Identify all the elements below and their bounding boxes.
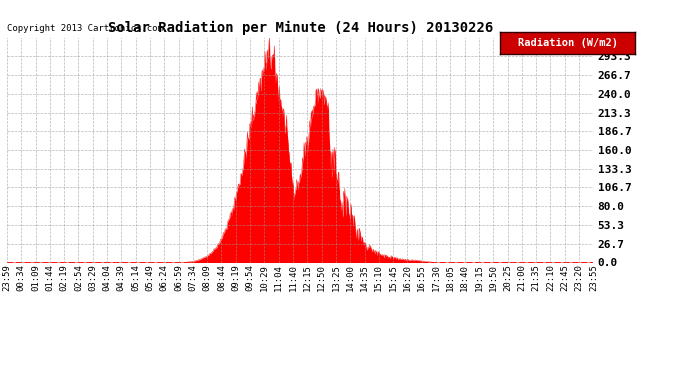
Title: Solar Radiation per Minute (24 Hours) 20130226: Solar Radiation per Minute (24 Hours) 20…	[108, 21, 493, 35]
Text: Radiation (W/m2): Radiation (W/m2)	[518, 38, 618, 48]
Text: Copyright 2013 Cartronics.com: Copyright 2013 Cartronics.com	[7, 24, 163, 33]
